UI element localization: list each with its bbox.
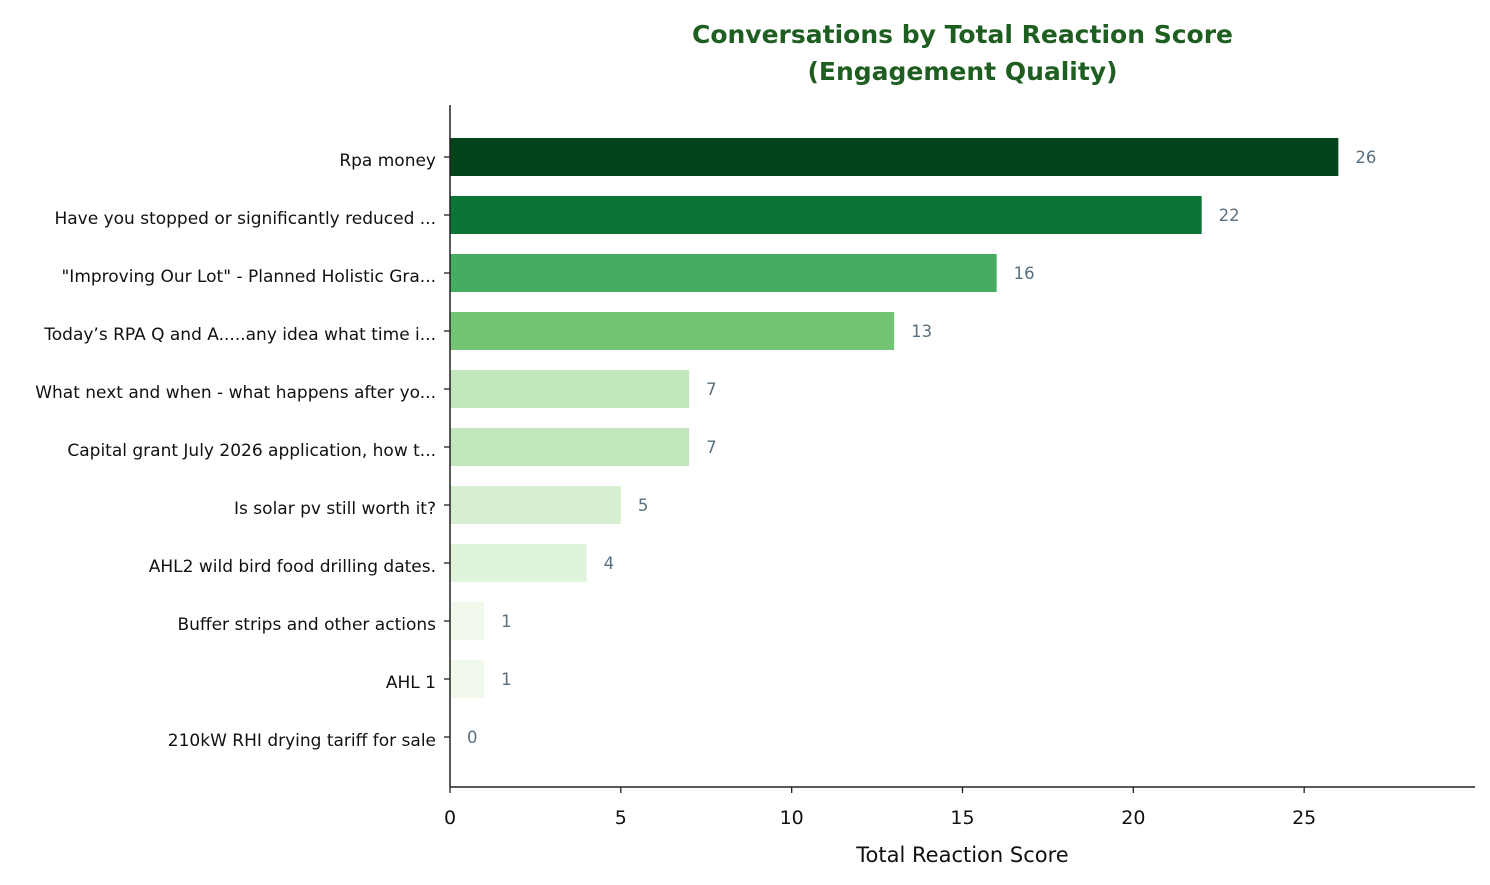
bar-value-label: 22 <box>1219 206 1240 225</box>
bar-value-label: 13 <box>911 322 932 341</box>
chart-title-line-2: (Engagement Quality) <box>807 57 1118 86</box>
bar-value-label: 16 <box>1014 264 1035 283</box>
category-label: What next and when - what happens after … <box>35 383 436 403</box>
x-tick-label: 0 <box>444 807 456 829</box>
bar <box>450 428 690 466</box>
x-axis-title: Total Reaction Score <box>855 843 1068 867</box>
x-tick-label: 20 <box>1121 807 1145 829</box>
x-tick-label: 15 <box>950 807 974 829</box>
category-labels-layer: Rpa money Have you stopped or significant… <box>35 151 450 751</box>
bar-value-label: 1 <box>501 670 512 689</box>
category-label: Rpa money <box>339 151 436 171</box>
category-label: Capital grant July 2026 application, how… <box>67 441 436 461</box>
bar-value-label: 4 <box>604 554 615 573</box>
bar <box>450 544 587 582</box>
bar <box>450 602 485 640</box>
category-label: Today’s RPA Q and A.....any idea what ti… <box>43 325 436 345</box>
bar-value-label: 1 <box>501 612 512 631</box>
chart-title-line-1: Conversations by Total Reaction Score <box>691 20 1233 49</box>
bar <box>450 254 997 292</box>
bar-value-label: 26 <box>1355 148 1376 167</box>
category-label: Is solar pv still worth it? <box>234 499 436 519</box>
category-label: "Improving Our Lot" - Planned Holistic G… <box>61 267 436 287</box>
bar-value-label: 0 <box>467 728 478 747</box>
bar <box>450 196 1202 234</box>
bar-value-label: 7 <box>706 380 717 399</box>
category-label: Buffer strips and other actions <box>177 615 436 635</box>
bar <box>450 370 690 408</box>
bar <box>450 660 485 698</box>
x-tick-label: 5 <box>615 807 627 829</box>
category-label: Have you stopped or significantly reduce… <box>54 209 436 229</box>
x-ticks-layer: 0 5 10 15 20 25 <box>444 787 1316 829</box>
bar <box>450 312 895 350</box>
x-tick-label: 10 <box>780 807 804 829</box>
category-label: 210kW RHI drying tariff for sale <box>168 731 436 751</box>
value-labels-layer: 26 22 16 13 7 7 5 4 1 1 0 <box>467 148 1376 747</box>
bar <box>450 486 621 524</box>
bar <box>450 138 1339 176</box>
bar-value-label: 5 <box>638 496 649 515</box>
bar-value-label: 7 <box>706 438 717 457</box>
category-label: AHL2 wild bird food drilling dates. <box>149 557 436 577</box>
chart-title: Conversations by Total Reaction Score (E… <box>450 16 1475 90</box>
category-label: AHL 1 <box>386 673 436 693</box>
bars-layer <box>450 138 1339 698</box>
x-tick-label: 25 <box>1292 807 1316 829</box>
